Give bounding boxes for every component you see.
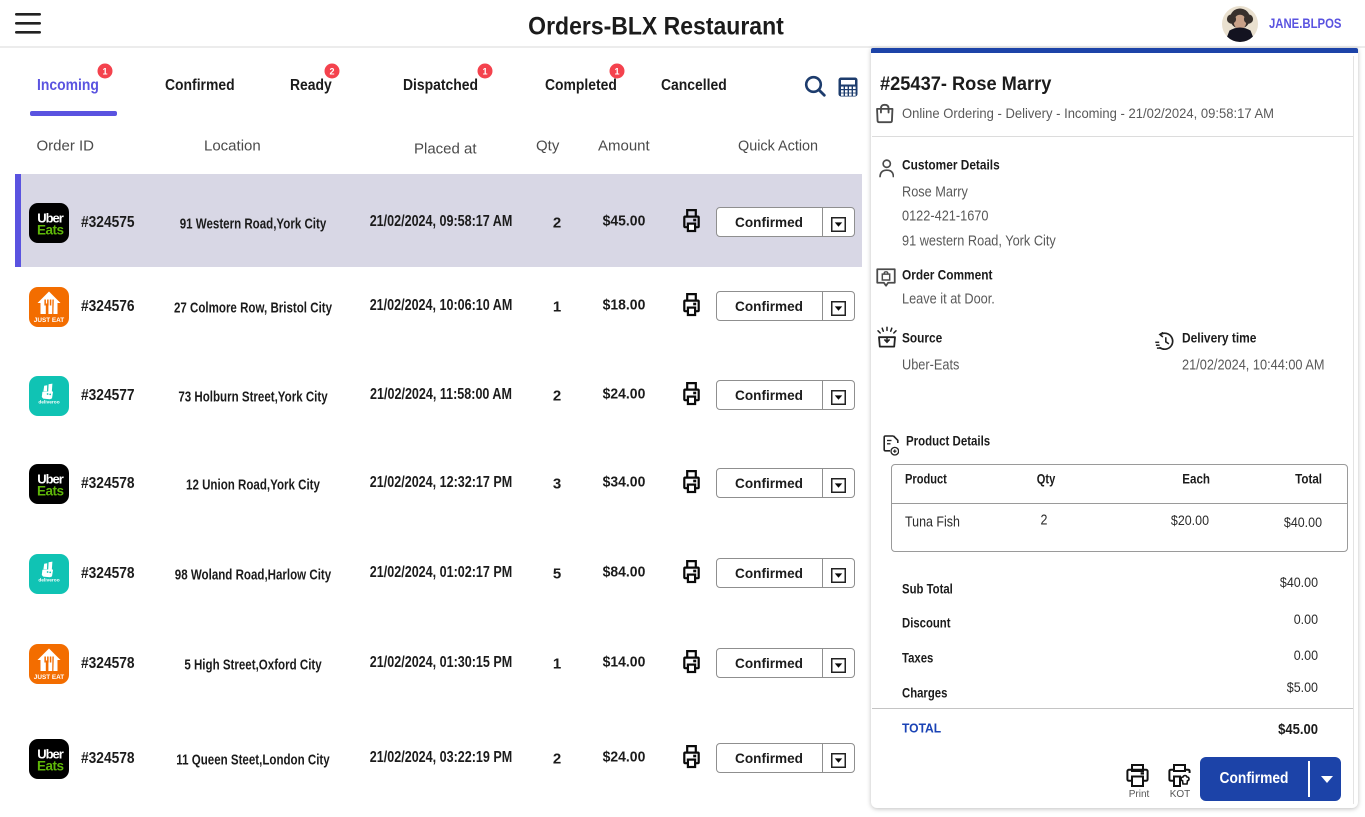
svg-text:JUST EAT: JUST EAT: [34, 317, 65, 324]
svg-text:Eats: Eats: [37, 759, 64, 774]
svg-text:Eats: Eats: [37, 484, 64, 499]
svg-text:Uber: Uber: [37, 747, 64, 762]
svg-text:Eats: Eats: [37, 223, 64, 238]
svg-text:deliveroo: deliveroo: [38, 578, 59, 584]
svg-text:Uber: Uber: [37, 211, 64, 226]
svg-text:JUST EAT: JUST EAT: [34, 674, 65, 681]
svg-text:deliveroo: deliveroo: [38, 400, 59, 406]
svg-text:Uber: Uber: [37, 472, 64, 487]
